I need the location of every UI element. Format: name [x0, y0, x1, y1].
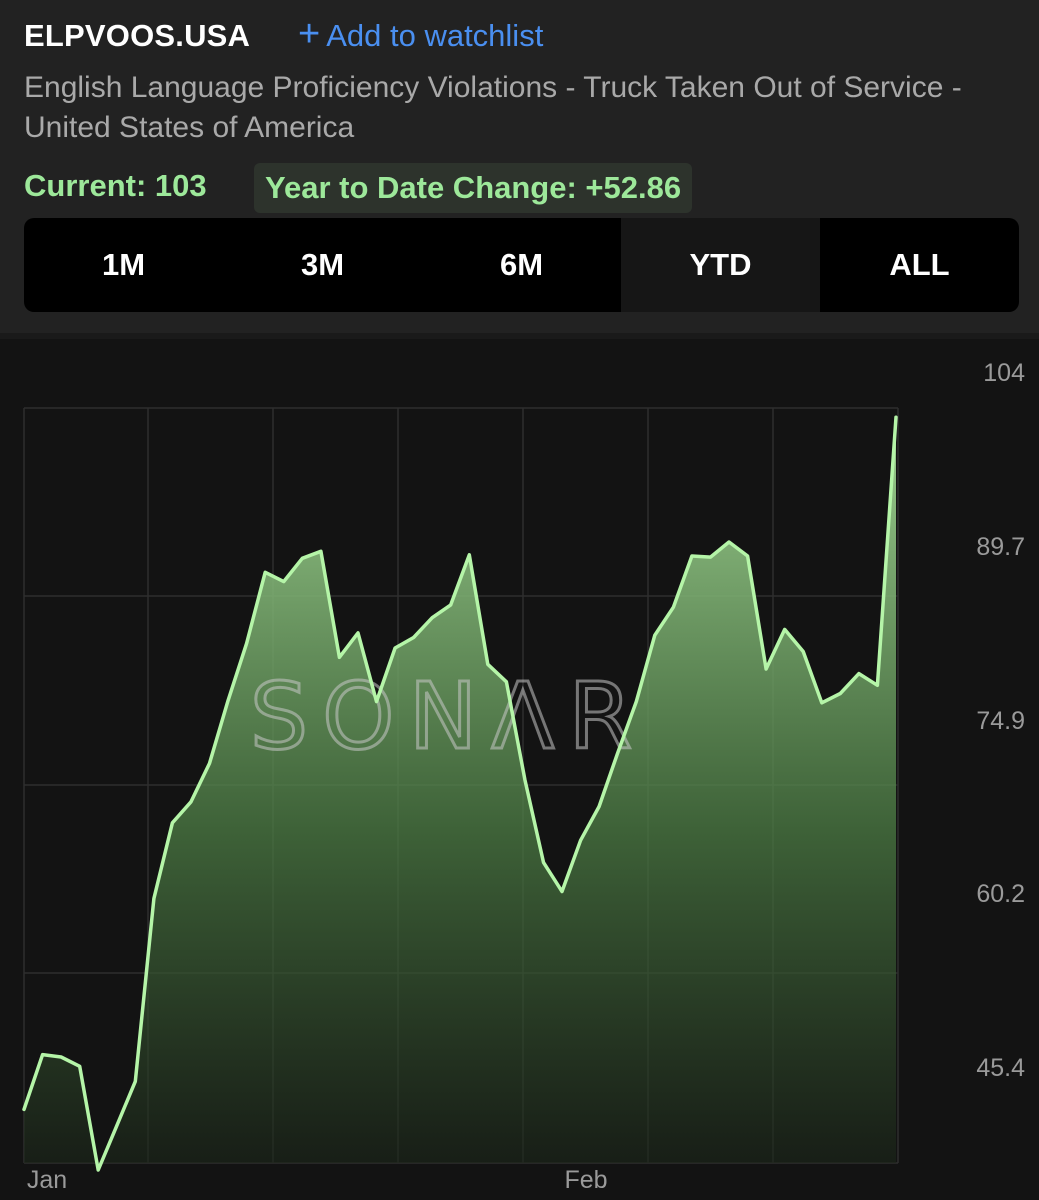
watchlist-label: Add to watchlist [326, 18, 544, 53]
add-to-watchlist-button[interactable]: + Add to watchlist [298, 13, 544, 55]
time-range-selector: 1M 3M 6M YTD ALL [24, 218, 1019, 312]
plus-icon: + [298, 13, 321, 55]
y-tick-label: 45.4 [976, 1054, 1025, 1082]
range-button-6m[interactable]: 6M [499, 247, 544, 282]
series-line [22, 415, 898, 1172]
y-tick-label: 104 [983, 359, 1025, 387]
range-button-1m[interactable]: 1M [101, 247, 146, 282]
ytd-change-badge: Year to Date Change: +52.86 [254, 163, 693, 213]
series-description: English Language Proficiency Violations … [24, 71, 962, 144]
current-value: Current: 103 [24, 168, 207, 203]
x-axis-ticks: Jan Feb [27, 1166, 608, 1194]
ticker-symbol: ELPVOOS.USA [24, 18, 251, 53]
range-button-all[interactable]: ALL [889, 247, 950, 282]
sonar-watermark: SONΛR [250, 663, 647, 770]
y-tick-label: 89.7 [976, 533, 1025, 561]
y-axis-ticks: 104 89.7 74.9 60.2 45.4 [976, 359, 1025, 1082]
range-button-ytd[interactable]: YTD [621, 218, 820, 312]
y-tick-label: 74.9 [976, 707, 1025, 735]
x-tick-label: Jan [27, 1166, 67, 1194]
y-tick-label: 60.2 [976, 880, 1025, 908]
range-button-3m[interactable]: 3M [300, 247, 345, 282]
header-panel: ELPVOOS.USA + Add to watchlist English L… [0, 0, 1039, 333]
x-tick-label: Feb [564, 1166, 607, 1194]
series-area [24, 417, 896, 1170]
